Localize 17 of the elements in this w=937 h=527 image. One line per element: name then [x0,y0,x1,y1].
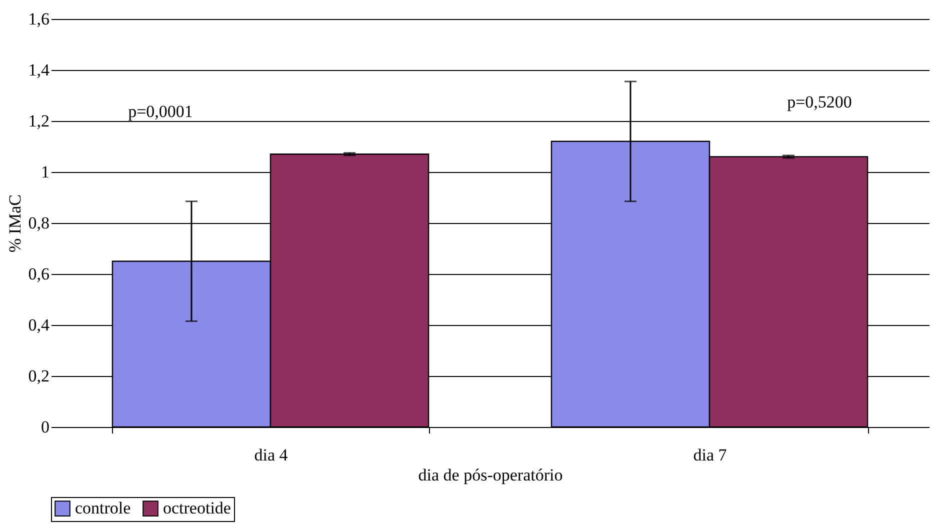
legend-label: controle [75,498,131,518]
y-tick-label: 0,8 [28,214,50,232]
legend-label: octreotide [163,498,231,518]
y-tick-label: 0,6 [28,264,50,284]
y-tick-label: 0 [41,418,50,436]
y-tick-label: 1,2 [28,112,50,130]
annotation: p=0,0001 [128,102,193,121]
y-tick-label: 1,4 [28,60,50,80]
annotation: p=0,5200 [787,92,852,112]
y-axis-title: % IMaC [5,194,24,253]
x-tick-label: dia 4 [254,446,288,464]
x-axis-title: dia de pós-operatório [418,466,563,484]
y-tick-label: 0,2 [28,366,50,386]
y-tick-label: 1,6 [28,10,50,28]
y-tick-label: 1 [41,162,50,182]
y-tick-label: 0,4 [28,316,50,334]
x-tick-label: dia 7 [693,446,728,464]
